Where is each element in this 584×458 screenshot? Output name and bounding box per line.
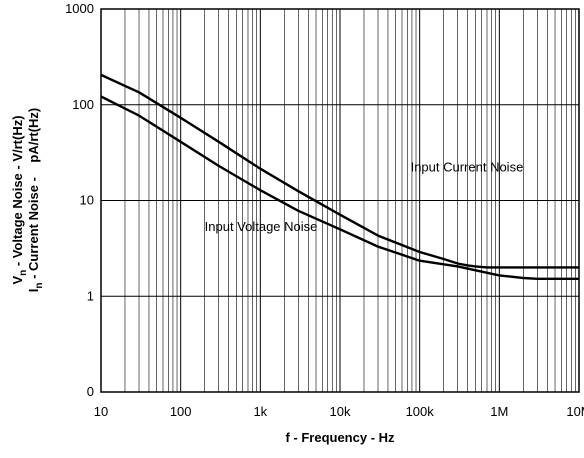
y-axis-title-line2-text: - Current Noise - pA/rt(Hz): [26, 108, 41, 283]
voltage-noise-line: [100, 95, 579, 280]
y-tick-label: 100: [72, 97, 94, 112]
x-axis-title: f - Frequency - Hz: [285, 430, 395, 445]
y-tick-label: 0: [87, 384, 94, 399]
y-axis-title-line1-prefix: V: [10, 276, 25, 285]
y-tick-label: 1000: [65, 1, 94, 16]
y-tick-label: 1: [87, 288, 94, 303]
y-axis-title-line1-text: - Voltage Noise - V/rt(Hz): [10, 115, 25, 269]
current-noise-label: Input Current Noise: [411, 160, 524, 175]
x-tick-label: 100: [170, 404, 192, 419]
current-noise-line: [100, 73, 579, 269]
series-layer: [100, 73, 579, 280]
plot-border: [100, 8, 580, 393]
annotation-layer: Input Current Noise Input Voltage Noise: [205, 160, 524, 234]
voltage-noise-label: Input Voltage Noise: [205, 219, 318, 234]
x-tick-label: 10: [94, 404, 108, 419]
y-axis-title-line1-subscript: n: [18, 270, 29, 276]
x-tick-label: 1k: [253, 404, 267, 419]
x-tick-label: 100k: [406, 404, 435, 419]
x-tick-label: 10M: [566, 404, 584, 419]
y-tick-label: 10: [80, 193, 94, 208]
y-axis-title-line1: Vn - Voltage Noise - V/rt(Hz): [10, 115, 29, 284]
y-axis-title-line2-prefix: I: [26, 289, 41, 293]
y-axis-title-line2-subscript: n: [34, 283, 45, 289]
x-tick-label: 1M: [490, 404, 508, 419]
y-axis-title-line2: In - Current Noise - pA/rt(Hz): [26, 108, 45, 293]
tick-label-layer: 10 100 1k 10k 100k 1M 10M 0 1 10 100 1000: [65, 1, 584, 419]
x-tick-label: 10k: [330, 404, 351, 419]
